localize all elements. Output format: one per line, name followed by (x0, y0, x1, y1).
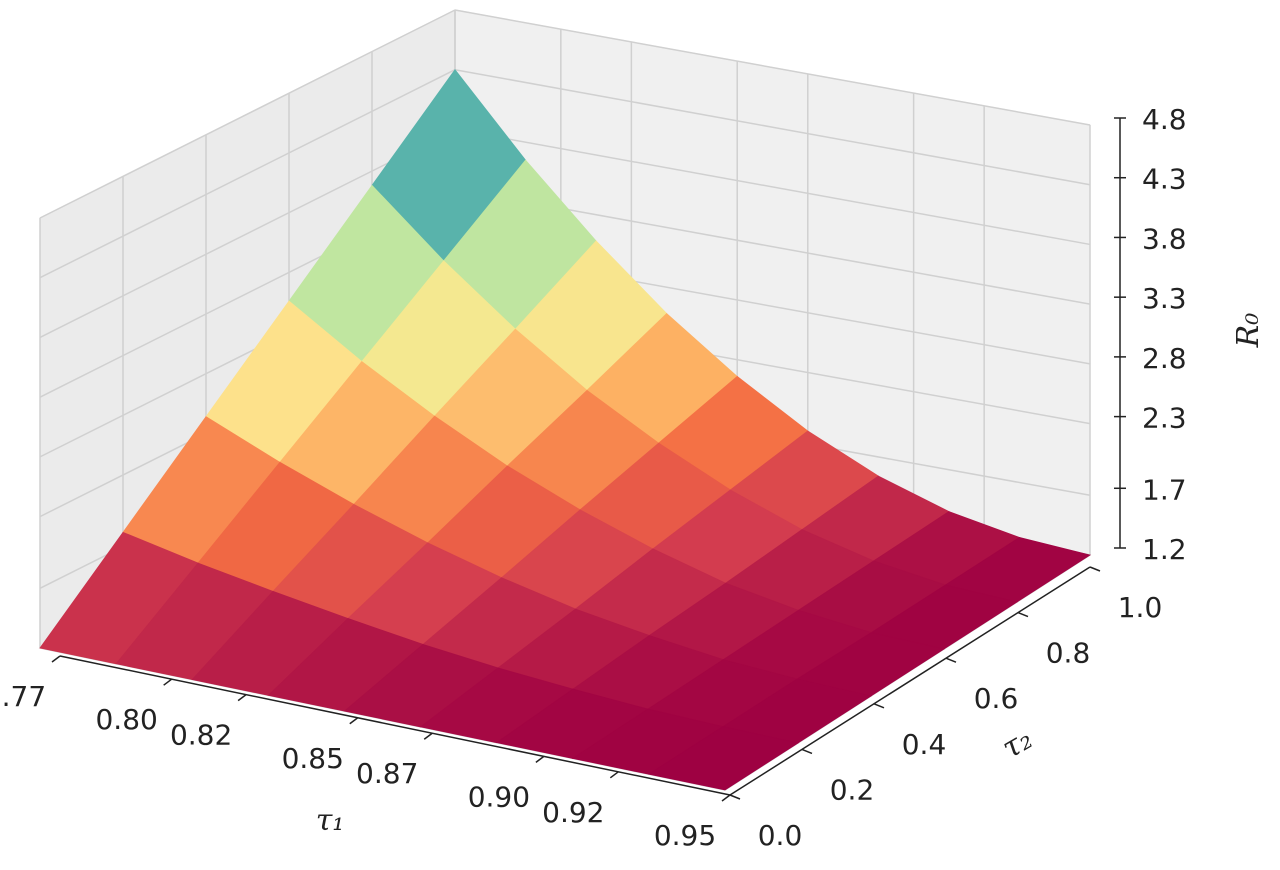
x-tick (349, 717, 359, 725)
y-tick-label: 0.8 (1046, 637, 1091, 670)
surface (39, 69, 1091, 791)
x-tick-label: 0.80 (95, 703, 157, 736)
z-tick-label: 1.7 (1142, 473, 1187, 506)
z-axis-label: R₀ (1231, 313, 1266, 349)
x-tick (721, 794, 731, 802)
z-tick-label: 2.3 (1142, 402, 1187, 435)
x-tick (163, 678, 173, 686)
grid-line (454, 128, 1091, 246)
z-tick-label: 2.8 (1142, 342, 1187, 375)
grid-line (39, 128, 456, 339)
z-tick-label: 3.3 (1142, 282, 1187, 315)
x-axis-label: τ₁ (316, 803, 345, 838)
grid-line (39, 69, 456, 279)
grid-line (39, 9, 456, 219)
surface-patch (647, 726, 800, 791)
y-tick (801, 748, 813, 755)
x-tick-label: 0.87 (356, 757, 418, 790)
x-tick-label: 0.95 (654, 819, 716, 852)
x-tick (609, 771, 619, 779)
x-tick (51, 655, 61, 663)
z-tick-label: 3.8 (1142, 222, 1187, 255)
y-tick-label: 1.0 (1118, 591, 1163, 624)
y-tick (1017, 611, 1029, 618)
y-tick-label: 0.4 (902, 728, 947, 761)
y-tick (729, 794, 741, 800)
y-axis (729, 566, 1091, 796)
y-tick (945, 657, 957, 663)
y-tick (1089, 566, 1101, 572)
x-tick-label: 0.77 (0, 680, 46, 713)
y-tick (873, 703, 885, 709)
z-tick-label: 1.2 (1142, 533, 1187, 566)
x-tick (237, 694, 247, 702)
z-tick-label: 4.8 (1142, 103, 1187, 136)
x-tick (535, 755, 545, 763)
grid-line (454, 68, 1091, 186)
grid-line (454, 9, 1091, 126)
x-tick-label: 0.82 (170, 719, 232, 752)
y-axis-label: τ₂ (996, 721, 1038, 766)
x-tick-label: 0.85 (282, 742, 344, 775)
y-tick-label: 0.0 (758, 819, 803, 852)
x-tick-label: 0.92 (542, 796, 604, 829)
y-tick-label: 0.6 (974, 682, 1019, 715)
y-tick-label: 0.2 (830, 773, 875, 806)
x-tick-label: 0.90 (468, 780, 530, 813)
x-tick (423, 732, 433, 740)
z-tick-label: 4.3 (1142, 163, 1187, 196)
